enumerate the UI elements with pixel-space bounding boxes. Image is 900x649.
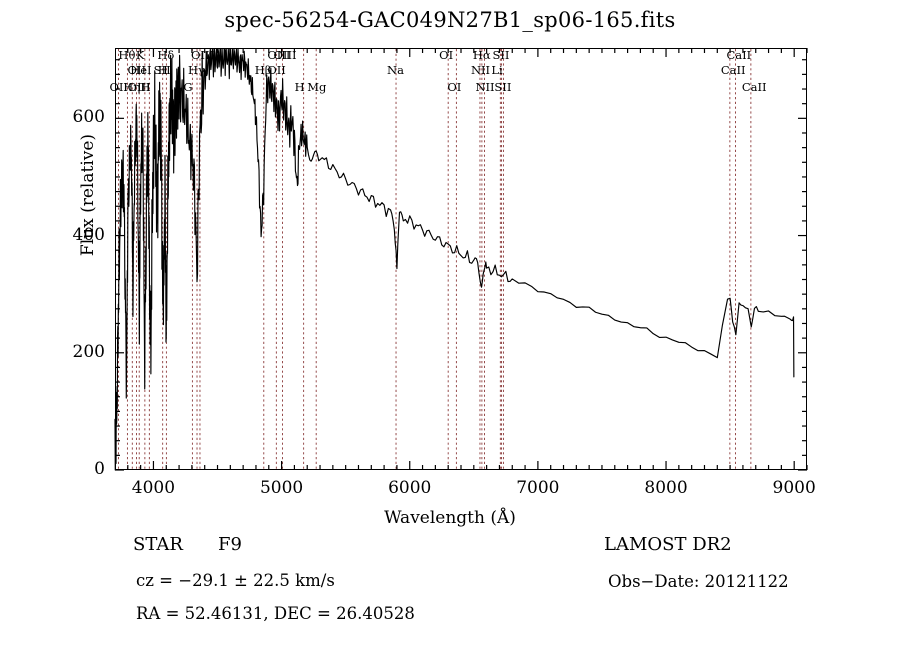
plot-frame [115, 48, 807, 470]
spectral-line-label: K [135, 48, 145, 62]
spectral-line-label: Hη [123, 80, 141, 94]
spectral-line-label: Hα [472, 48, 491, 62]
spectral-line-label: SII [153, 63, 171, 77]
spectral-line-label: OI [439, 48, 454, 62]
y-tick-label: 200 [72, 341, 105, 362]
spectral-line-label: Na [387, 63, 404, 77]
footer-spectral-class: F9 [218, 534, 242, 555]
spectral-line-label: H [157, 63, 168, 77]
spectral-line-label: SII [492, 48, 510, 62]
footer-survey: LAMOST DR2 [604, 534, 732, 555]
spectral-line-label: SII [494, 80, 512, 94]
spectral-line-label: OII [109, 80, 128, 94]
footer-cz: cz = −29.1 ± 22.5 km/s [136, 571, 335, 590]
spectral-line-label: OI [447, 80, 462, 94]
footer-coordinates: RA = 52.46131, DEC = 26.40528 [136, 604, 415, 623]
x-tick-label: 7000 [516, 478, 560, 498]
footer-object-type: STAR [133, 534, 183, 555]
spectral-line-label: OIII [273, 48, 297, 62]
x-tick-label: 4000 [131, 478, 176, 498]
y-axis-label: Flux (relative) [78, 133, 98, 257]
y-tick-label: 600 [72, 107, 105, 128]
spectral-line-label: CaII [726, 48, 752, 62]
spectral-line-label: OIII [267, 48, 291, 62]
spectral-line-label: CaII [720, 63, 746, 77]
spectral-line-label: NII [470, 63, 491, 77]
spectral-line-label: G [183, 80, 193, 94]
spectral-line-label: Mg [307, 80, 327, 94]
spectral-line-label: Hβ [254, 63, 272, 77]
x-tick-label: 6000 [388, 478, 432, 498]
y-tick-label: 0 [94, 459, 105, 479]
spectral-line-label: OII [267, 63, 286, 77]
spectral-line-label: Hγ [188, 63, 205, 77]
spectral-line-label: OIII [127, 80, 151, 94]
spectral-line-label: H [294, 80, 305, 94]
x-axis-label: Wavelength (Å) [384, 508, 516, 528]
spectral-line-label: OIII [190, 48, 215, 62]
spectral-line-label: HeI [130, 63, 152, 77]
spectral-line-label: NII [475, 80, 495, 94]
x-tick-label: 8000 [644, 478, 688, 498]
figure-title: spec-56254-GAC049N27B1_sp06-165.fits [224, 8, 676, 32]
spectral-line-label: Li [491, 63, 503, 77]
x-tick-label: 9000 [772, 478, 816, 498]
spectral-line-label: Hθ [118, 48, 136, 62]
spectral-line-label: Hδ [157, 48, 175, 62]
spectral-line-label: OII [127, 63, 147, 77]
footer-obs-date: Obs−Date: 20121122 [608, 572, 789, 591]
x-tick-label: 5000 [259, 478, 304, 498]
y-tick-label: 400 [72, 224, 105, 245]
spectral-line-label: CaII [741, 80, 767, 94]
spectral-line-label: H [140, 80, 151, 94]
